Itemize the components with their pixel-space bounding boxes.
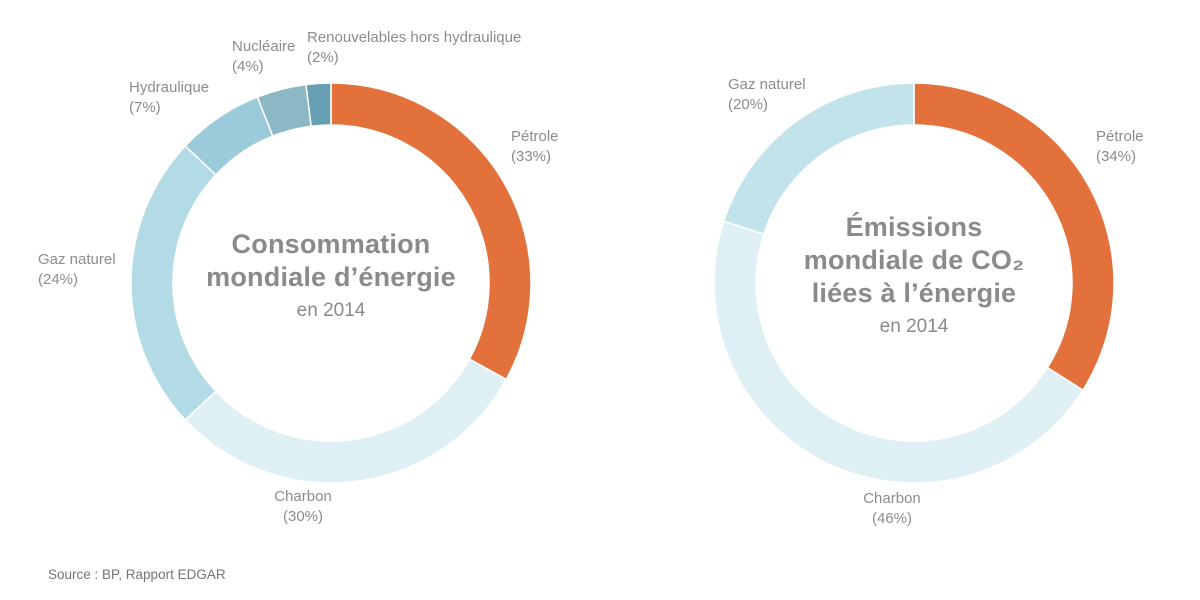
slice-hydraulique (184, 96, 274, 176)
slice-label-nucleaire: Nucléaire (4%) (232, 37, 295, 77)
slice-label-charbon: Charbon (46%) (863, 489, 921, 529)
slice-label-charbon: Charbon (30%) (274, 487, 332, 527)
co2-emissions-donut (713, 82, 1115, 484)
chart-title-line: Émissions (845, 212, 983, 242)
co2-emissions-title: Émissions mondiale de CO₂ liées à l’énergi… (709, 70, 1119, 480)
slice-petrole (913, 82, 1115, 391)
slice-charbon (713, 220, 1084, 484)
slice-label-pct: (30%) (282, 508, 324, 525)
chart-title-line: liées à l’énergie (811, 278, 1017, 308)
slice-label-name: Gaz naturel (728, 76, 806, 93)
slice-nucleaire (256, 83, 312, 137)
chart-title-line: Consommation (231, 228, 431, 259)
energy-consumption-donut (130, 82, 532, 484)
slice-label-name: Gaz naturel (38, 251, 116, 268)
slice-label-pct: (7%) (129, 99, 161, 116)
slice-label-name: Hydraulique (129, 79, 210, 96)
chart-title-line: mondiale de CO₂ (803, 245, 1025, 275)
slice-label-petrole: Pétrole (34%) (1096, 127, 1144, 167)
slice-label-name: Pétrole (511, 128, 559, 145)
slice-label-gaz-naturel: Gaz naturel (20%) (728, 75, 806, 115)
slice-label-name: Charbon (863, 490, 921, 507)
slice-charbon (184, 358, 508, 484)
slice-label-pct: (24%) (38, 271, 79, 288)
slice-label-hydraulique: Hydraulique (7%) (129, 78, 209, 118)
slice-label-petrole: Pétrole (33%) (511, 127, 559, 167)
slice-gaz-naturel (723, 82, 915, 235)
source-note: Source : BP, Rapport EDGAR (48, 567, 226, 582)
slice-label-pct: (20%) (728, 96, 769, 113)
slice-label-name: Nucléaire (232, 38, 296, 55)
chart-subtitle: en 2014 (296, 299, 366, 321)
slice-label-pct: (2%) (307, 49, 339, 66)
slice-label-renouvelables-hors-hydraulique: Renouvelables hors hydraulique (2%) (307, 28, 521, 68)
slice-label-name: Renouvelables hors hydraulique (307, 29, 522, 46)
energy-consumption-title: Consommation mondiale d’énergie en 2014 (126, 70, 536, 480)
slice-label-pct: (33%) (511, 148, 552, 165)
slice-renouvelables-hors-hydraulique (305, 82, 332, 127)
slice-label-pct: (34%) (1096, 148, 1137, 165)
chart-title-line: mondiale d’énergie (206, 261, 456, 292)
slice-label-name: Pétrole (1096, 128, 1144, 145)
slice-petrole (330, 82, 532, 381)
slice-label-name: Charbon (274, 488, 332, 505)
slice-label-pct: (46%) (871, 510, 913, 527)
chart-subtitle: en 2014 (879, 316, 949, 337)
slice-label-gaz-naturel: Gaz naturel (24%) (38, 250, 116, 290)
slice-label-pct: (4%) (232, 58, 264, 75)
slice-gaz-naturel (130, 145, 217, 421)
